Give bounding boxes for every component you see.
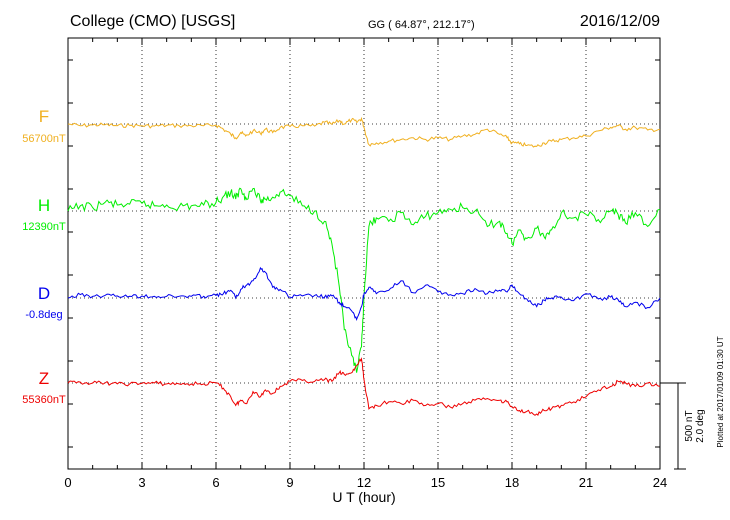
series-name-H: H <box>38 196 50 215</box>
series-name-Z: Z <box>39 369 49 388</box>
scale-bar: 500 nT 2.0 deg <box>660 382 706 470</box>
x-tick-label: 0 <box>64 475 71 490</box>
vertical-gridlines <box>141 38 587 469</box>
series-name-D: D <box>38 284 50 303</box>
series-lines <box>67 116 661 416</box>
station-coordinates: GG ( 64.87°, 212.17°) <box>368 19 475 31</box>
x-tick-label: 12 <box>357 475 371 490</box>
series-baseline-H: 12390nT <box>22 221 66 233</box>
series-baseline-D: -0.8deg <box>25 309 62 321</box>
series-baseline-Z: 55360nT <box>22 394 66 406</box>
series-labels: F 56700nT H 12390nT D -0.8deg Z 55360nT <box>22 107 66 406</box>
series-baseline-F: 56700nT <box>22 133 66 145</box>
x-tick-label: 6 <box>212 475 219 490</box>
x-tick-label: 18 <box>505 475 519 490</box>
scale-nt-label: 500 nT <box>684 410 695 441</box>
chart-date: 2016/12/09 <box>580 13 660 30</box>
x-tick-labels: 0 3 6 9 12 15 18 21 24 <box>64 475 667 490</box>
x-tick-label: 9 <box>286 475 293 490</box>
x-tick-label: 3 <box>138 475 145 490</box>
axis-ticks <box>67 38 661 469</box>
series-name-F: F <box>39 107 49 126</box>
x-tick-label: 21 <box>579 475 593 490</box>
scale-deg-label: 2.0 deg <box>695 409 706 442</box>
plotted-timestamp: Plotted at 2017/01/09 01:30 UT <box>716 336 725 447</box>
x-axis-label: U T (hour) <box>332 489 395 505</box>
series-line-H <box>67 187 661 373</box>
series-line-D <box>67 266 661 322</box>
series-line-F <box>67 116 661 148</box>
x-tick-label: 24 <box>653 475 667 490</box>
x-tick-label: 15 <box>431 475 445 490</box>
series-line-Z <box>67 357 661 416</box>
station-title: College (CMO) [USGS] <box>70 13 235 30</box>
